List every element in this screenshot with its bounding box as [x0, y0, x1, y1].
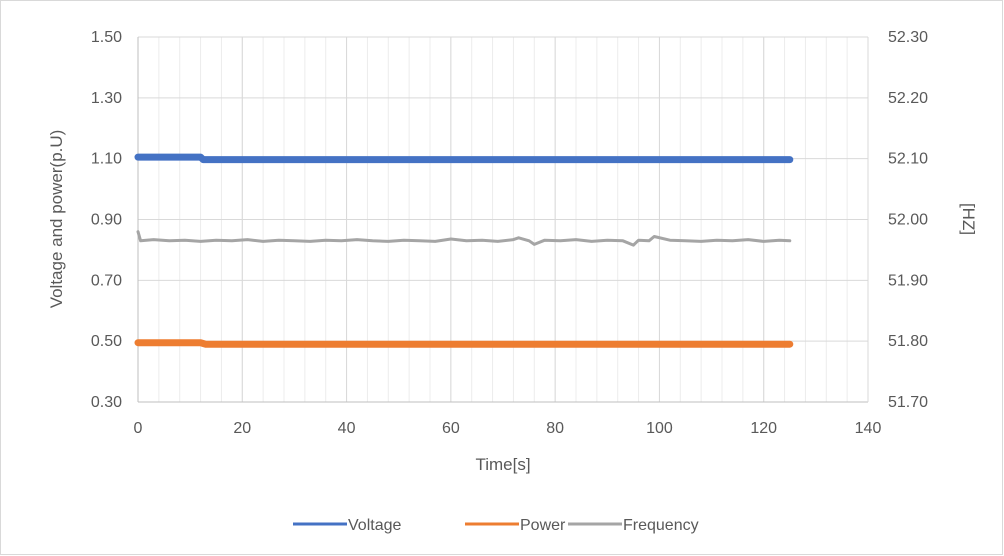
- y-tick-label: 1.10: [91, 151, 122, 168]
- y-tick-label: 1.30: [91, 90, 122, 107]
- x-tick-label: 140: [855, 420, 882, 437]
- y2-tick-label: 52.00: [888, 212, 928, 229]
- legend: Voltage Power Frequency: [293, 517, 699, 534]
- series-line-frequency: [136, 230, 792, 247]
- y2-tick-label: 52.20: [888, 90, 928, 107]
- x-tick-label: 80: [546, 420, 564, 437]
- y-tick-label: 0.70: [91, 272, 122, 289]
- x-tick-label: 20: [233, 420, 251, 437]
- y-tick-label: 0.50: [91, 333, 122, 350]
- tick-labels: 0 20 40 60 80 100 120 140 0.30 0.50 0.70 0.90 1.10 1.…: [91, 29, 928, 437]
- series-line-voltage: [134, 153, 794, 164]
- legend-label-voltage: Voltage: [348, 517, 401, 534]
- y2-tick-label: 51.80: [888, 333, 928, 350]
- x-tick-label: 40: [338, 420, 356, 437]
- y2-tick-label: 51.70: [888, 394, 928, 411]
- legend-label-frequency: Frequency: [623, 517, 699, 534]
- x-tick-label: 0: [134, 420, 143, 437]
- y-tick-label: 1.50: [91, 29, 122, 46]
- y2-tick-label: 52.10: [888, 151, 928, 168]
- legend-label-power: Power: [520, 517, 566, 534]
- y2-tick-label: 51.90: [888, 272, 928, 289]
- y-axis-title: Voltage and power(p.U): [47, 130, 66, 309]
- y2-axis-title: [HZ]: [959, 203, 978, 235]
- x-tick-label: 60: [442, 420, 460, 437]
- series-lines: [134, 153, 794, 348]
- x-tick-label: 120: [750, 420, 777, 437]
- x-tick-label: 100: [646, 420, 673, 437]
- y2-tick-label: 52.30: [888, 29, 928, 46]
- y-tick-label: 0.90: [91, 212, 122, 229]
- y-tick-label: 0.30: [91, 394, 122, 411]
- series-line-power: [134, 339, 794, 348]
- x-axis-title: Time[s]: [475, 455, 530, 474]
